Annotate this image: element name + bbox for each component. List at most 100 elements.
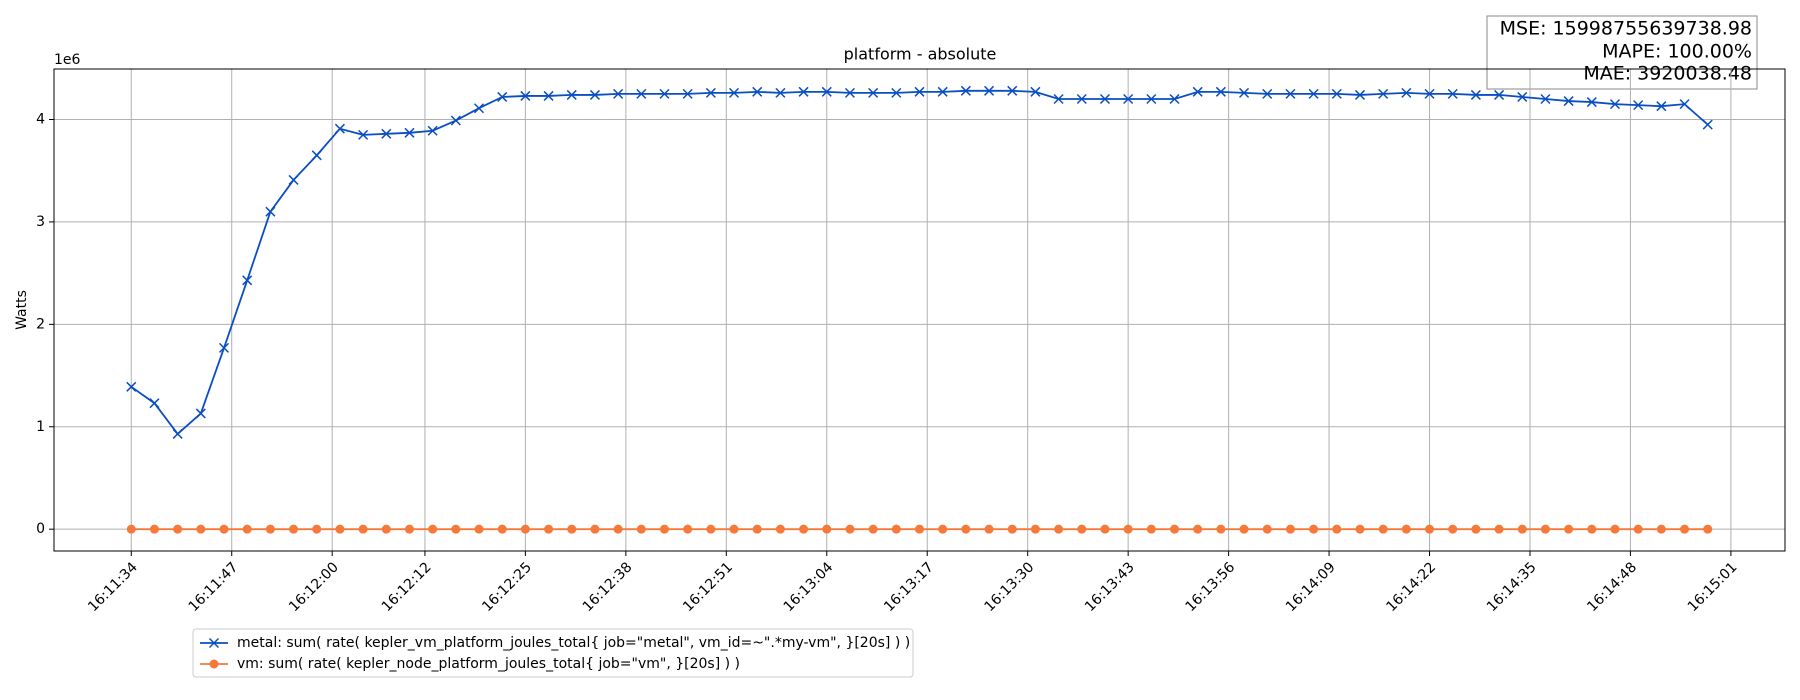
data-point [544, 524, 554, 534]
x-tick-label: 16:12:12 [379, 559, 435, 615]
data-point [1053, 93, 1064, 105]
data-point [474, 524, 484, 534]
x-tick-label: 16:12:38 [580, 559, 636, 615]
y-tick-label: 0 [36, 521, 45, 537]
data-point [1262, 88, 1273, 99]
data-point [590, 524, 600, 534]
data-point [1378, 524, 1388, 534]
data-point [961, 524, 971, 534]
x-tick-label: 16:13:43 [1082, 559, 1138, 615]
data-point [729, 524, 739, 534]
x-tick-label: 16:15:01 [1685, 559, 1741, 615]
data-point [1633, 524, 1643, 534]
data-point [1076, 93, 1087, 105]
data-point [1586, 97, 1597, 108]
data-point [1193, 524, 1203, 534]
data-point [844, 87, 855, 98]
data-point [427, 125, 438, 136]
data-point [1448, 524, 1458, 534]
data-point [1540, 93, 1551, 105]
data-point [497, 91, 508, 102]
data-point [219, 524, 229, 534]
data-point [775, 524, 785, 534]
data-point [450, 115, 461, 126]
data-point [984, 524, 994, 534]
data-point [1610, 524, 1620, 534]
data-point [845, 524, 855, 534]
legend-marker [208, 637, 220, 649]
x-tick-label: 16:12:00 [286, 559, 342, 615]
data-point [799, 524, 809, 534]
data-point [1332, 524, 1342, 534]
data-point [729, 87, 740, 98]
data-point [1656, 101, 1667, 112]
x-tick-label: 16:12:25 [479, 559, 535, 615]
data-point [195, 408, 206, 419]
data-point [822, 524, 832, 534]
data-point [312, 524, 322, 534]
legend-label: vm: sum( rate( kepler_node_platform_joul… [237, 656, 740, 672]
data-point [1169, 93, 1180, 105]
data-point [242, 275, 253, 286]
x-tick-label: 16:13:56 [1182, 559, 1238, 615]
legend-marker [209, 659, 219, 669]
data-point [1354, 89, 1366, 100]
stats-line: MAPE: 100.00% [1602, 41, 1752, 63]
data-point [126, 381, 137, 392]
data-point [1471, 524, 1481, 534]
data-point [1563, 96, 1574, 107]
x-tick-label: 16:12:51 [680, 559, 736, 615]
data-point [1216, 524, 1226, 534]
data-point [1170, 524, 1180, 534]
data-point [1077, 524, 1087, 534]
data-point [1099, 93, 1110, 105]
data-point [265, 206, 276, 217]
data-point [1215, 86, 1226, 97]
data-point [915, 524, 924, 534]
data-point [1309, 524, 1319, 534]
data-point [1494, 89, 1505, 100]
data-point [1030, 524, 1040, 534]
data-point [1702, 119, 1713, 130]
data-point [451, 524, 461, 534]
data-point [798, 86, 809, 97]
data-point [1007, 524, 1017, 534]
data-point [1378, 88, 1389, 99]
data-point [520, 524, 530, 534]
data-point [358, 129, 369, 140]
data-point [196, 524, 206, 534]
data-point [1331, 88, 1342, 99]
data-point [589, 89, 600, 100]
data-point [613, 524, 623, 534]
data-point [659, 88, 670, 99]
data-point [960, 85, 971, 96]
data-point [1424, 88, 1435, 99]
data-point [1146, 524, 1156, 534]
data-point [1054, 524, 1064, 534]
y-axis-label: Watts [14, 290, 30, 330]
data-point [126, 524, 136, 534]
data-point [1633, 100, 1644, 111]
data-point [705, 87, 716, 98]
data-point [218, 342, 230, 353]
data-point [1239, 87, 1250, 98]
plot-frame [53, 68, 1786, 552]
data-point [752, 86, 763, 97]
data-point [937, 86, 948, 97]
data-point [1030, 86, 1041, 97]
data-point [1262, 524, 1272, 534]
data-point [1470, 89, 1481, 100]
data-point [172, 428, 183, 439]
data-point [914, 86, 925, 97]
data-point [1517, 91, 1528, 102]
data-point [1285, 88, 1296, 99]
data-point [1680, 524, 1690, 534]
data-point [1494, 524, 1504, 534]
data-point [891, 524, 901, 534]
data-point [1540, 524, 1550, 534]
y-tick-label: 4 [36, 111, 45, 127]
data-point [1656, 524, 1666, 534]
data-point [1192, 86, 1203, 97]
data-point [173, 524, 183, 534]
